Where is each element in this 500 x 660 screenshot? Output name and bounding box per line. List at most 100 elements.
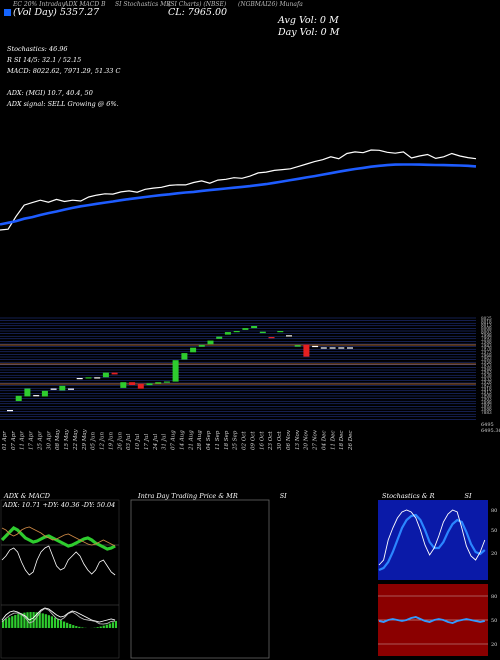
adx-line (1, 545, 116, 576)
candle (233, 331, 240, 333)
x-axis-label: 26 Dec (348, 431, 354, 452)
macd-histogram-bar (114, 620, 118, 629)
rsi-tick: 20 (491, 642, 497, 648)
x-axis-label: 18 Sep (224, 430, 230, 450)
price-axis-label: 7928 (481, 380, 492, 385)
x-axis-label: 09 Oct (250, 431, 256, 450)
header-tab-1[interactable]: EC 20% Intraday (13, 1, 66, 8)
candle (198, 344, 205, 347)
stochastics-tick: 20 (491, 551, 497, 557)
price-axis-label: 7948 (481, 366, 492, 371)
x-axis-label: 05 Jun (91, 432, 97, 450)
x-axis-label: 11 Dec (330, 431, 336, 451)
x-axis-label: 07 Aug (171, 430, 177, 450)
macd-histogram-bar (5, 618, 8, 628)
candle (163, 381, 170, 383)
x-axis-label: 17 Apr (29, 431, 35, 450)
price-axis-label: 7953 (481, 363, 492, 368)
x-axis-label: 19 Jun (109, 432, 115, 450)
macd-histogram-bar (41, 613, 44, 628)
candle (85, 377, 92, 379)
adx-panel (0, 499, 120, 659)
candle (216, 336, 223, 339)
macd-histogram-bar (35, 612, 38, 628)
candle (259, 331, 266, 334)
candle (120, 382, 127, 388)
macd-histogram-bar (99, 626, 102, 629)
day-volume: Day Vol: 0 M (278, 27, 340, 38)
macd-histogram-bar (75, 626, 78, 628)
x-axis-label: 11 Sep (215, 430, 221, 450)
brand-logo-icon (4, 9, 11, 16)
candle (190, 347, 197, 353)
macd-histogram-bar (59, 620, 63, 629)
price-axis-label: 7883 (481, 410, 492, 415)
candle (294, 345, 301, 347)
price-axis-label: 7983 (481, 343, 492, 348)
macd-histogram-bar (53, 617, 57, 628)
macd-histogram-bar (72, 625, 75, 629)
candle (155, 382, 162, 384)
x-axis-label: 04 Dec (321, 431, 327, 451)
candle (24, 388, 31, 397)
x-axis-label: 14 Aug (179, 430, 185, 450)
price-axis-label: 7958 (481, 360, 492, 365)
indicator-stats: Stochastics: 46.96 R SI 14/5: 32.1 / 52.1… (7, 44, 120, 110)
avg-volume: Avg Vol: 0 M (278, 15, 339, 26)
macd-histogram-bar (23, 612, 26, 629)
price-axis-label: 7938 (481, 373, 492, 378)
price-axis-label: 7888 (481, 406, 492, 411)
macd-histogram-bar (111, 622, 114, 629)
adx-minus-di-line (1, 526, 116, 547)
price-axis-label: 7963 (481, 356, 492, 361)
price-axis-label: 6495.36 (481, 428, 500, 434)
macd-line (1, 607, 116, 623)
x-axis-label: 16 Oct (259, 431, 265, 450)
candle (15, 395, 22, 402)
macd-histogram-bar (63, 621, 66, 629)
candle (277, 331, 284, 333)
price-axis-label: 7918 (481, 386, 492, 391)
candle (68, 388, 74, 390)
x-axis-label: 21 Aug (188, 430, 194, 451)
candle (286, 335, 292, 337)
price-axis-label: 7903 (481, 396, 492, 401)
moving-average-line (0, 163, 477, 226)
x-axis-label: 23 Oct (268, 431, 274, 451)
price-axis-label: 7898 (481, 400, 492, 405)
x-axis-label: 12 Jun (100, 432, 106, 450)
candle (347, 347, 353, 349)
x-axis-label: 08 May (55, 428, 61, 450)
x-axis-label: 15 May (64, 428, 70, 450)
macd-histogram-bar (50, 616, 53, 629)
macd-histogram-bar (105, 624, 108, 629)
stochastics-tick: 80 (491, 508, 497, 514)
x-axis-label: 30 Apr (46, 431, 52, 450)
candle (181, 353, 188, 360)
rsi-line (378, 616, 485, 624)
price-axis-label: 7923 (481, 383, 492, 388)
x-axis-label: 25 Sep (233, 430, 239, 451)
macd-histogram-bar (14, 615, 17, 628)
header-tab-2[interactable]: ADX MACD B (64, 1, 106, 8)
candle (268, 337, 275, 339)
macd-signal-line (1, 607, 116, 625)
intraday-panel (130, 499, 270, 659)
header-tab-4[interactable]: (SI Charts) (NBSE) (168, 1, 227, 8)
candle (312, 345, 319, 348)
x-axis-label: 30 Oct (277, 431, 283, 450)
x-axis-label: 04 Sep (206, 430, 212, 450)
header-tab-3[interactable]: SI Stochastics MR (115, 1, 171, 8)
price-axis-label: 8013 (481, 323, 492, 328)
x-axis-label: 07 Apr (11, 431, 17, 450)
candle (129, 382, 136, 385)
price-axis-label: 7993 (481, 336, 492, 341)
rsi-tick: 80 (491, 594, 497, 600)
stochastic-k-line (378, 509, 486, 566)
x-axis-label: 11 Apr (20, 431, 26, 450)
price-axis-label: 7933 (481, 376, 492, 381)
macd-histogram-bar (32, 612, 35, 629)
header-tab-5[interactable]: (NGBMAI26) Munafa (238, 1, 303, 8)
macd-histogram-bar (102, 625, 105, 629)
